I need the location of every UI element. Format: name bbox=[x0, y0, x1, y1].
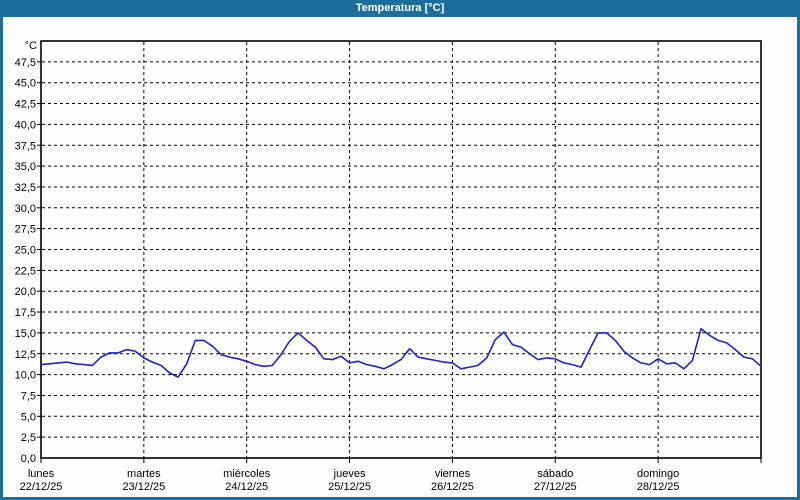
y-tick-label: 22,5 bbox=[15, 265, 36, 277]
y-tick-label: 47,5 bbox=[15, 57, 36, 69]
y-tick-label: 12,5 bbox=[15, 349, 36, 361]
x-day-label: lunes bbox=[28, 468, 55, 480]
x-day-label: miércoles bbox=[223, 468, 271, 480]
x-day-label: domingo bbox=[637, 468, 679, 480]
x-day-label: jueves bbox=[333, 468, 366, 480]
temperature-line bbox=[40, 327, 762, 378]
y-tick-label: 25,0 bbox=[15, 245, 36, 257]
y-tick-label: 42,5 bbox=[15, 99, 36, 111]
x-date-label: 25/12/25 bbox=[328, 481, 371, 493]
y-tick-label: 40,0 bbox=[15, 119, 36, 131]
plot-frame bbox=[40, 40, 762, 459]
y-tick-label: 30,0 bbox=[15, 203, 36, 215]
x-date-label: 24/12/25 bbox=[225, 481, 268, 493]
y-tick-label: 2,5 bbox=[21, 432, 36, 444]
x-day-label: sábado bbox=[537, 468, 573, 480]
x-date-label: 23/12/25 bbox=[122, 481, 165, 493]
y-tick-label: 10,0 bbox=[15, 370, 36, 382]
y-tick-label: 27,5 bbox=[15, 224, 36, 236]
y-tick-label: 20,0 bbox=[15, 286, 36, 298]
y-tick-label: 15,0 bbox=[15, 328, 36, 340]
y-tick-label: 0,0 bbox=[21, 453, 36, 465]
x-date-label: 22/12/25 bbox=[20, 481, 63, 493]
y-axis-unit-label: °C bbox=[25, 40, 37, 52]
x-day-label: martes bbox=[127, 468, 161, 480]
y-tick-label: 35,0 bbox=[15, 161, 36, 173]
x-day-label: viernes bbox=[435, 468, 471, 480]
y-tick-label: 32,5 bbox=[15, 182, 36, 194]
y-tick-label: 17,5 bbox=[15, 307, 36, 319]
y-tick-label: 45,0 bbox=[15, 78, 36, 90]
y-tick-label: 5,0 bbox=[21, 411, 36, 423]
y-tick-label: 37,5 bbox=[15, 140, 36, 152]
y-tick-label: 7,5 bbox=[21, 390, 36, 402]
title-bar: Temperatura [°C] bbox=[0, 0, 800, 17]
x-date-label: 26/12/25 bbox=[431, 481, 474, 493]
x-date-label: 27/12/25 bbox=[534, 481, 577, 493]
window-title: Temperatura [°C] bbox=[355, 2, 445, 14]
x-date-label: 28/12/25 bbox=[637, 481, 680, 493]
